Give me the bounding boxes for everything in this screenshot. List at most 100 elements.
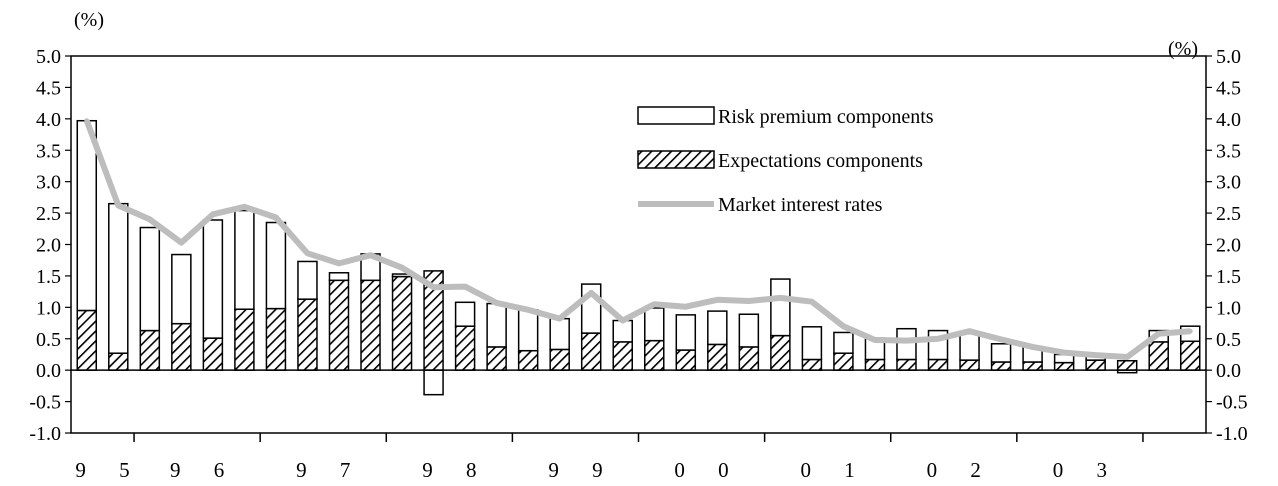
- risk-premium-bar: [171, 253, 192, 325]
- axes: 5.0 5.0 4.5 4.5 4.0 4.0 3.5 3.5 3.0 3.0 2.5 2.5 2.0 2…: [29, 46, 1247, 482]
- risk-premium-bar: [234, 209, 255, 310]
- expectations-bar: [833, 352, 854, 371]
- expectations-bar: [297, 298, 318, 371]
- risk-premium-bar: [896, 327, 917, 361]
- expectations-bar: [549, 348, 570, 371]
- expectations-bar: [1053, 361, 1075, 371]
- x-year-label: 9 5: [75, 458, 143, 482]
- y-tick-label-right: 3.0: [1216, 172, 1241, 194]
- legend-swatch-expectations: [637, 150, 715, 169]
- expectations-bar: [139, 329, 161, 371]
- y-tick-label-left: 3.5: [36, 140, 61, 162]
- risk-premium-bar: [297, 260, 318, 300]
- risk-premium-bar: [76, 119, 98, 312]
- y-tick-label-right: 3.5: [1216, 140, 1241, 162]
- y-tick-label-right: 1.5: [1216, 266, 1241, 288]
- x-year-label: 0 0: [674, 458, 742, 482]
- market-rate-line: [83, 118, 1193, 360]
- y-tick-label-left: 2.0: [36, 235, 61, 257]
- market-rate-polyline: [83, 119, 1191, 360]
- expectations-bar: [770, 334, 791, 371]
- market-rate-point: [1093, 352, 1099, 358]
- risk-premium-bar: [770, 278, 791, 337]
- y-tick-label-left: 3.0: [36, 172, 61, 194]
- market-rate-point: [809, 299, 815, 305]
- market-rate-point: [651, 301, 657, 307]
- expectations-bar: [234, 308, 255, 371]
- market-rate-point: [903, 338, 909, 344]
- x-year-label: 0 3: [1053, 458, 1121, 482]
- market-rate-point: [525, 307, 531, 313]
- market-rate-point: [777, 295, 783, 301]
- expectations-bar: [328, 279, 350, 371]
- market-rate-point: [746, 298, 752, 304]
- y-tick-label-left: 5.0: [36, 46, 61, 68]
- market-rate-point: [557, 316, 563, 322]
- risk-premium-bar: [675, 314, 697, 351]
- y-tick-label-right: 4.5: [1216, 77, 1241, 99]
- y-tick-label-left: 1.0: [36, 297, 61, 319]
- y-tick-label-left: 4.0: [36, 109, 61, 131]
- y-tick-label-right: 5.0: [1216, 46, 1241, 68]
- expectations-bar: [801, 358, 823, 371]
- risk-premium-bar: [486, 302, 507, 348]
- expectations-bar: [1116, 359, 1138, 371]
- expectations-bar: [265, 307, 287, 371]
- x-year-label: 0 2: [927, 458, 995, 482]
- expectations-bar: [171, 322, 192, 371]
- legend-label: Risk premium components: [718, 106, 934, 128]
- expectations-bar: [517, 349, 539, 371]
- expectations-bar: [1085, 359, 1106, 371]
- risk-premium-bar: [265, 221, 287, 310]
- expectations-bar: [738, 346, 760, 371]
- risk-premium-bar: [517, 309, 539, 352]
- risk-premium-bar: [108, 202, 129, 354]
- expectations-bar: [990, 361, 1012, 371]
- market-rate-point: [967, 328, 973, 334]
- expectations-bar: [1022, 361, 1043, 371]
- x-year-label: 9 6: [170, 458, 238, 482]
- market-rate-point: [1124, 354, 1130, 360]
- risk-premium-bar: [801, 326, 823, 361]
- risk-premium-bar: [454, 301, 476, 327]
- expectations-bar: [202, 337, 224, 371]
- expectations-bar: [612, 341, 633, 371]
- market-rate-point: [336, 260, 342, 266]
- market-rate-point: [147, 216, 153, 222]
- y-tick-label-right: 0.5: [1216, 329, 1241, 351]
- expectations-bar: [580, 332, 602, 371]
- expectations-bar: [108, 352, 129, 371]
- market-rate-point: [1030, 344, 1036, 350]
- legend-label: Expectations components: [718, 150, 923, 172]
- risk-premium-bar: [549, 317, 570, 351]
- y-tick-label-left: -0.5: [29, 392, 61, 414]
- expectations-bar: [675, 349, 697, 371]
- risk-premium-bar: [139, 226, 161, 332]
- y-tick-label-right: 2.5: [1216, 203, 1241, 225]
- expectations-bar: [959, 359, 980, 371]
- market-rate-point: [399, 265, 405, 271]
- market-rate-point: [714, 297, 720, 303]
- risk-premium-bar: [423, 369, 444, 396]
- market-rate-point: [588, 290, 594, 296]
- y-tick-label-left: 4.5: [36, 77, 61, 99]
- y-tick-label-left: 0.5: [36, 329, 61, 351]
- y-tick-label-right: 2.0: [1216, 235, 1241, 257]
- y-tick-label-right: -0.5: [1216, 392, 1248, 414]
- risk-premium-bar: [990, 343, 1012, 363]
- legend-label: Market interest rates: [718, 194, 883, 216]
- y-tick-label-left: 1.5: [36, 266, 61, 288]
- x-year-label: 9 7: [296, 458, 364, 482]
- market-rate-point: [304, 250, 310, 256]
- expectations-bar: [1148, 341, 1169, 371]
- risk-premium-bar: [707, 310, 728, 346]
- expectations-bar: [1179, 340, 1201, 371]
- legend: Risk premium components Expectations comp…: [637, 106, 934, 216]
- right-axis-unit: (%): [1168, 38, 1198, 60]
- risk-premium-bar: [202, 219, 224, 339]
- risk-premium-bar: [612, 319, 633, 343]
- risk-premium-bar: [644, 307, 665, 342]
- expectations-bar: [896, 358, 917, 371]
- y-tick-label-right: -1.0: [1216, 423, 1248, 445]
